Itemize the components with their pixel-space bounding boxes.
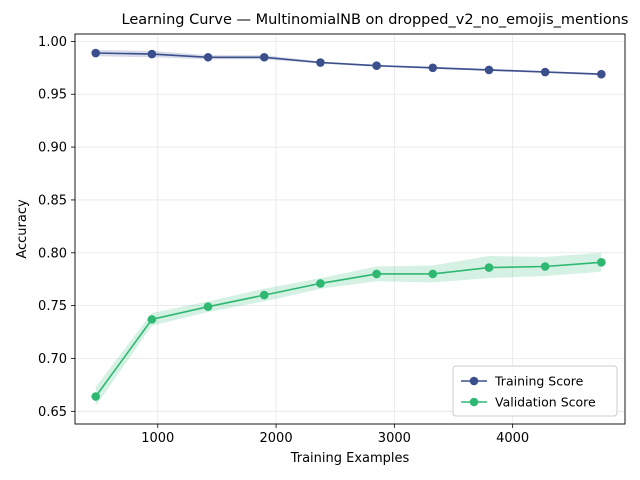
grid xyxy=(75,34,625,424)
validation-score-point xyxy=(147,315,157,324)
training-score-point xyxy=(203,52,213,62)
legend: Training Score Validation Score xyxy=(452,365,618,417)
training-score-point xyxy=(484,65,494,75)
confidence-bands xyxy=(95,49,602,406)
legend-training-score-marker xyxy=(469,376,479,386)
training-score-point xyxy=(428,63,438,73)
training-score-point xyxy=(147,49,157,59)
series-lines xyxy=(95,52,602,397)
y-tick-label: 0.90 xyxy=(38,141,67,156)
y-tick-label: 0.95 xyxy=(38,88,67,103)
legend-validation-score-label: Validation Score xyxy=(495,395,596,410)
validation-score-point xyxy=(597,257,606,267)
y-tick-label: 0.75 xyxy=(38,299,67,314)
training-score-point xyxy=(91,48,100,58)
y-tick-label: 0.70 xyxy=(38,352,67,367)
y-axis-label: Accuracy xyxy=(15,199,30,259)
validation-score-point xyxy=(540,262,550,271)
training-score-point xyxy=(540,67,550,77)
x-axis-label: Training Examples xyxy=(290,451,410,466)
training-score-point xyxy=(597,69,606,79)
y-tick-label: 0.85 xyxy=(38,193,67,208)
x-tick-label: 4000 xyxy=(496,431,529,446)
validation-score-point xyxy=(428,269,438,279)
validation-score-point xyxy=(91,392,100,401)
chart-title: Learning Curve — MultinomialNB on droppe… xyxy=(122,12,629,28)
validation-score-point xyxy=(203,302,213,311)
x-tick-label: 1000 xyxy=(141,431,174,446)
y-tick-label: 0.65 xyxy=(38,405,67,420)
x-tick-label: 3000 xyxy=(378,431,411,446)
validation-score-point xyxy=(316,279,325,288)
legend-validation-score-marker xyxy=(469,397,479,407)
legend-box xyxy=(452,365,618,417)
plot-frame xyxy=(74,33,626,425)
training-score-point xyxy=(259,52,269,62)
legend-training-score-label: Training Score xyxy=(494,374,584,389)
training-score-point xyxy=(372,61,381,71)
y-tick-label: 0.80 xyxy=(38,246,67,261)
y-tick-label: 1.00 xyxy=(38,35,67,50)
validation-score-point xyxy=(372,269,381,279)
series-points xyxy=(91,48,606,401)
x-ticks: 1000 2000 3000 4000 xyxy=(141,424,529,446)
x-tick-label: 2000 xyxy=(260,431,293,446)
validation-score-band xyxy=(95,252,602,406)
training-score-point xyxy=(316,58,325,67)
y-ticks: 0.65 0.70 0.75 0.80 0.85 0.90 0.95 1.00 xyxy=(38,35,75,420)
validation-score-line xyxy=(95,261,602,397)
validation-score-point xyxy=(259,290,269,300)
training-score-line xyxy=(95,52,602,75)
validation-score-point xyxy=(484,263,494,272)
